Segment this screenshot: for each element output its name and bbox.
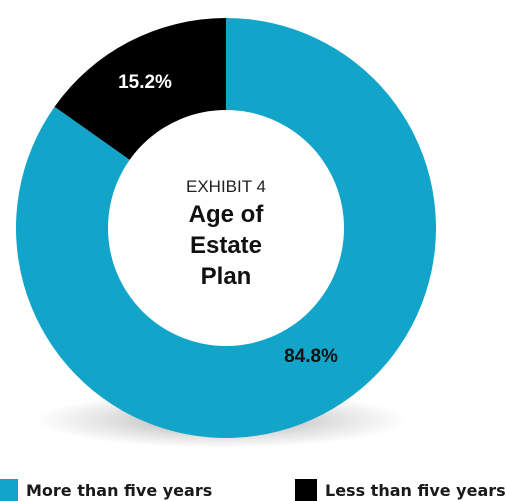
legend-label-more: More than five years xyxy=(26,480,213,500)
legend-item-less: Less than five years xyxy=(295,479,506,501)
exhibit-label: EXHIBIT 4 xyxy=(186,177,266,196)
legend-label-less: Less than five years xyxy=(325,480,506,500)
legend-swatch-more xyxy=(0,479,18,501)
legend-swatch-less xyxy=(295,479,317,501)
donut-hole xyxy=(108,110,344,346)
title-line-1: Age of xyxy=(189,201,265,228)
slice-label-less: 15.2% xyxy=(118,72,172,93)
legend-item-more: More than five years xyxy=(0,479,212,501)
slice-label-more: 84.8% xyxy=(284,346,338,367)
title-line-3: Plan xyxy=(201,263,252,290)
title-line-2: Estate xyxy=(190,232,262,259)
